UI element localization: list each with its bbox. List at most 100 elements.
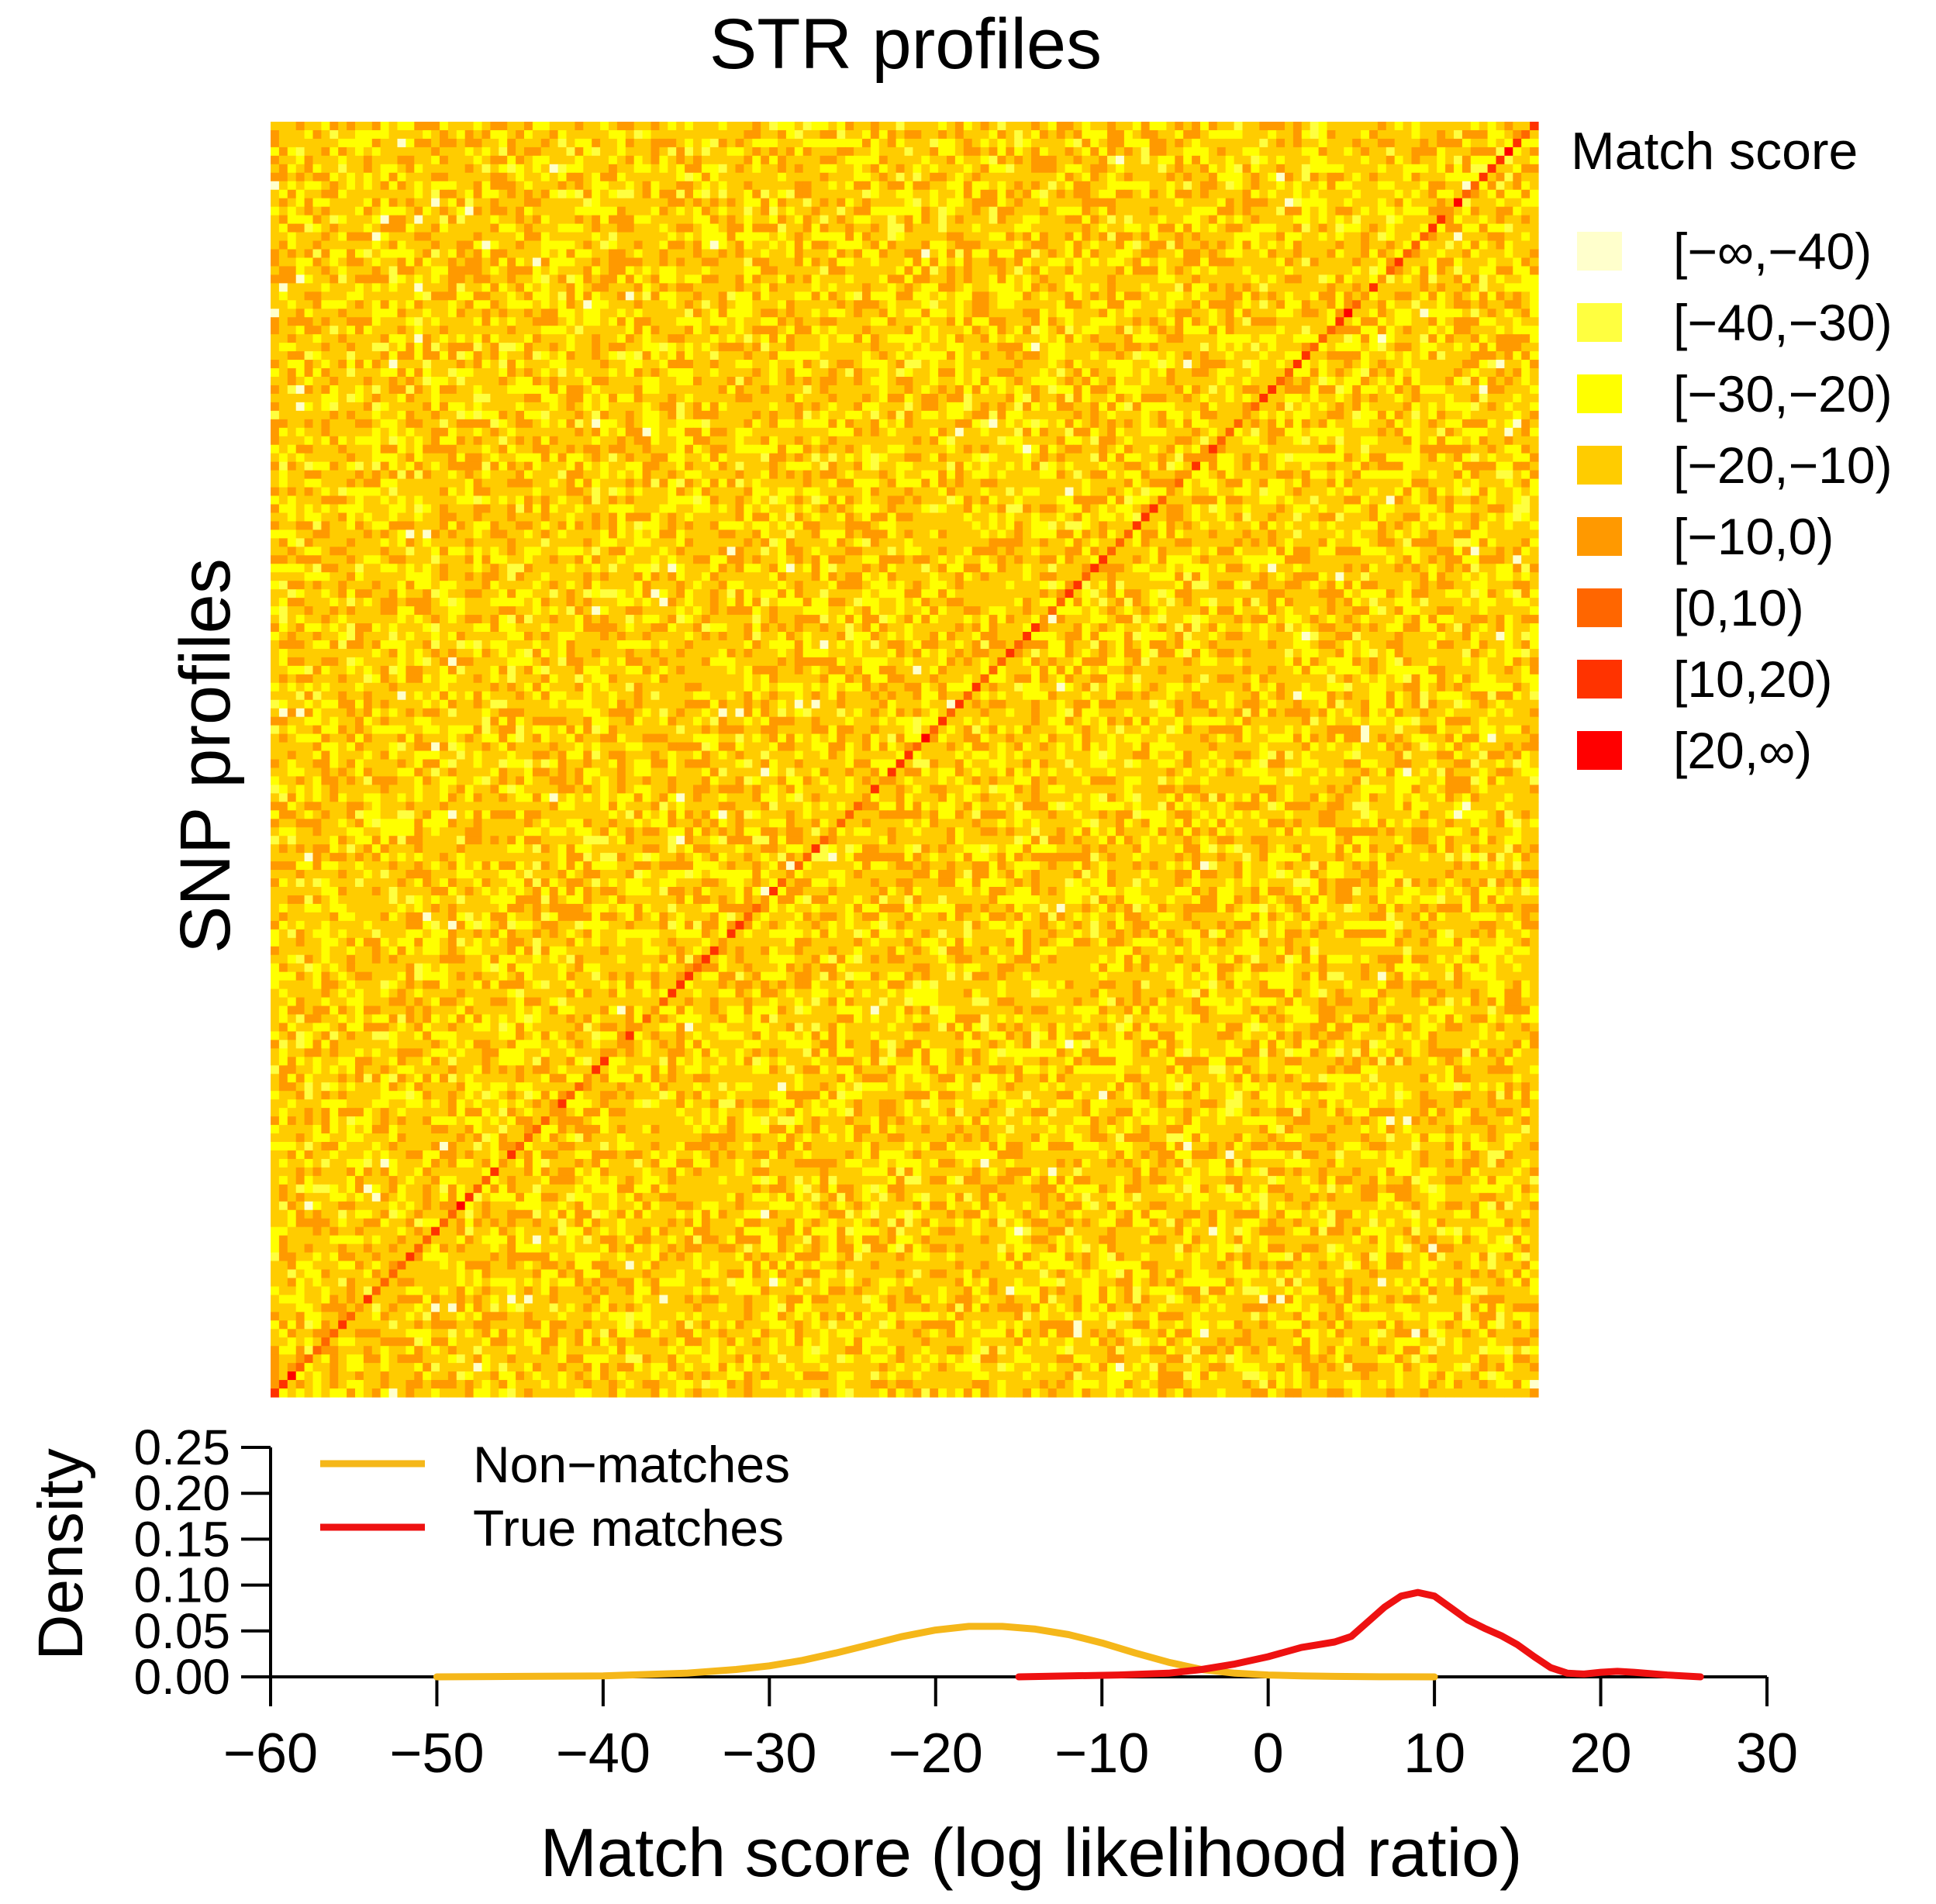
heatmap-cell	[802, 198, 813, 208]
heatmap-cell	[490, 368, 499, 378]
heatmap-cell	[693, 223, 702, 233]
heatmap-cell	[338, 223, 347, 233]
heatmap-cell	[651, 351, 660, 360]
heatmap-cell	[507, 343, 516, 352]
heatmap-cell	[1166, 300, 1175, 309]
heatmap-cell	[1259, 147, 1268, 157]
heatmap-cell	[1183, 360, 1192, 369]
heatmap-cell	[490, 189, 499, 199]
heatmap-cell	[447, 266, 457, 275]
heatmap-cell	[516, 402, 525, 412]
heatmap-cell	[355, 181, 364, 191]
heatmap-cell	[651, 334, 660, 343]
heatmap-cell	[532, 385, 542, 395]
heatmap-cell	[1403, 164, 1413, 174]
heatmap-cell	[989, 155, 998, 165]
heatmap-cell	[524, 172, 533, 182]
heatmap-cell	[1039, 317, 1049, 326]
heatmap-cell	[490, 223, 499, 233]
heatmap-cell	[1090, 368, 1099, 378]
heatmap-cell	[1006, 232, 1015, 242]
heatmap-cell	[1242, 206, 1251, 216]
heatmap-cell	[516, 385, 525, 395]
heatmap-cell	[499, 249, 508, 259]
heatmap-cell	[1504, 257, 1513, 267]
heatmap-cell	[887, 189, 897, 199]
heatmap-cell	[685, 326, 694, 335]
heatmap-cell	[1116, 257, 1125, 267]
heatmap-cell	[464, 326, 475, 335]
heatmap-cell	[566, 206, 575, 216]
heatmap-cell	[1175, 266, 1184, 275]
heatmap-cell	[583, 198, 592, 208]
heatmap-cell	[557, 164, 568, 174]
heatmap-cell	[930, 249, 939, 259]
heatmap-cell	[397, 198, 406, 208]
heatmap-cell	[1470, 240, 1480, 250]
heatmap-cell	[1123, 181, 1134, 191]
heatmap-cell	[997, 147, 1006, 157]
heatmap-cell	[701, 334, 711, 343]
heatmap-cell	[878, 189, 889, 199]
heatmap-cell	[701, 189, 711, 199]
heatmap-cell	[330, 300, 339, 309]
heatmap-cell	[1521, 266, 1531, 275]
heatmap-cell	[1123, 198, 1134, 208]
heatmap-cell	[870, 147, 880, 157]
heatmap-cell	[828, 300, 837, 309]
heatmap-cell	[633, 147, 644, 157]
heatmap-cell	[1479, 343, 1489, 352]
heatmap-cell	[1352, 249, 1361, 259]
heatmap-cell	[1361, 351, 1370, 360]
heatmap-cell	[676, 385, 685, 395]
heatmap-cell	[464, 309, 475, 318]
heatmap-cell	[609, 334, 618, 343]
heatmap-cell	[371, 377, 381, 386]
heatmap-cell	[930, 360, 939, 369]
heatmap-cell	[1073, 266, 1082, 275]
heatmap-cell	[837, 223, 846, 233]
heatmap-cell	[1259, 300, 1268, 309]
heatmap-cell	[913, 351, 922, 360]
heatmap-cell	[997, 291, 1006, 301]
heatmap-cell	[1496, 351, 1505, 360]
heatmap-cell	[1403, 232, 1413, 242]
heatmap-cell	[1403, 189, 1413, 199]
heatmap-cell	[397, 283, 406, 292]
heatmap-cell	[380, 274, 390, 284]
heatmap-cell	[1234, 257, 1244, 267]
heatmap-cell	[1132, 172, 1142, 182]
heatmap-cell	[1386, 223, 1396, 233]
heatmap-cell	[1352, 351, 1361, 360]
heatmap-cell	[744, 351, 753, 360]
heatmap-cell	[1513, 232, 1522, 242]
heatmap-cell	[896, 291, 906, 301]
heatmap-cell	[557, 215, 568, 225]
heatmap-cell	[532, 181, 542, 191]
heatmap-cell	[820, 326, 829, 335]
heatmap-cell	[1116, 198, 1125, 208]
heatmap-cell	[1470, 334, 1480, 343]
heatmap-cell	[278, 377, 288, 386]
heatmap-cell	[1208, 377, 1218, 386]
heatmap-cell	[997, 393, 1006, 403]
heatmap-cell	[405, 283, 415, 292]
heatmap-cell	[616, 164, 626, 174]
heatmap-cell	[1344, 122, 1353, 131]
heatmap-cell	[1225, 309, 1235, 318]
heatmap-cell	[802, 326, 813, 335]
heatmap-cell	[1301, 215, 1311, 225]
heatmap-cell	[278, 181, 288, 191]
heatmap-cell	[1116, 377, 1125, 386]
heatmap-cell	[1394, 309, 1404, 318]
heatmap-cell	[1166, 240, 1175, 250]
heatmap-cell	[820, 249, 829, 259]
heatmap-cell	[1403, 249, 1413, 259]
heatmap-cell	[583, 206, 592, 216]
heatmap-cell	[473, 155, 483, 165]
heatmap-cell	[1116, 155, 1125, 165]
heatmap-cell	[1166, 343, 1175, 352]
heatmap-cell	[330, 351, 339, 360]
heatmap-cell	[752, 189, 761, 199]
heatmap-cell	[878, 326, 889, 335]
